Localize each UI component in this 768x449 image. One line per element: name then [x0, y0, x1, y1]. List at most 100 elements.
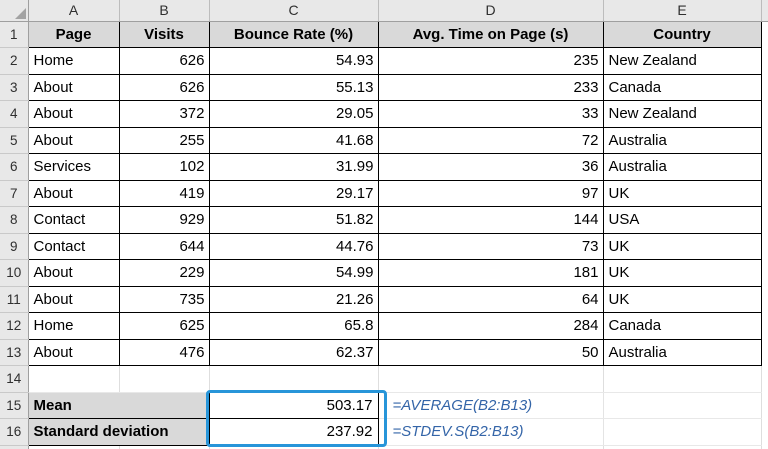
select-all-button[interactable]	[0, 0, 29, 22]
cell-a2[interactable]: Home	[27, 47, 120, 75]
cell-a14[interactable]	[28, 365, 120, 393]
cell-d10[interactable]: 181	[377, 259, 604, 287]
cell-b9[interactable]: 644	[118, 232, 210, 260]
cell-c5[interactable]: 41.68	[208, 126, 379, 154]
cell-d12[interactable]: 284	[377, 312, 604, 340]
cell-e14[interactable]	[603, 365, 762, 393]
cell-c8[interactable]: 51.82	[208, 206, 379, 234]
cell-a1[interactable]: Page	[27, 20, 120, 48]
cell-b11[interactable]: 735	[118, 285, 210, 313]
row-header-3[interactable]: 3	[0, 74, 29, 101]
cell-a10[interactable]: About	[27, 259, 120, 287]
column-header-a[interactable]: A	[28, 0, 120, 22]
cell-c6[interactable]: 31.99	[208, 153, 379, 181]
row-header-14[interactable]: 14	[0, 365, 29, 393]
cell-b2[interactable]: 626	[118, 47, 210, 75]
cell-a17[interactable]	[28, 445, 120, 449]
row-header-17[interactable]	[0, 445, 29, 449]
cell-d17[interactable]	[378, 445, 604, 449]
cell-e3[interactable]: Canada	[602, 73, 762, 101]
cell-stdev-label[interactable]: Standard deviation	[27, 418, 210, 446]
cell-d9[interactable]: 73	[377, 232, 604, 260]
row-header-6[interactable]: 6	[0, 153, 29, 181]
cell-d7[interactable]: 97	[377, 179, 604, 207]
cell-c14[interactable]	[209, 365, 379, 393]
cell-mean-value[interactable]: 503.17	[208, 391, 379, 419]
cell-a4[interactable]: About	[27, 100, 120, 128]
cell-mean-label[interactable]: Mean	[27, 391, 210, 419]
cell-e2[interactable]: New Zealand	[602, 47, 762, 75]
cell-b17[interactable]	[119, 445, 210, 449]
row-header-9[interactable]: 9	[0, 233, 29, 260]
cell-a5[interactable]: About	[27, 126, 120, 154]
cell-e8[interactable]: USA	[602, 206, 762, 234]
cell-d2[interactable]: 235	[377, 47, 604, 75]
cell-c9[interactable]: 44.76	[208, 232, 379, 260]
column-header-d[interactable]: D	[378, 0, 604, 22]
cell-b14[interactable]	[119, 365, 210, 393]
cell-e9[interactable]: UK	[602, 232, 762, 260]
cell-a13[interactable]: About	[27, 338, 120, 366]
row-header-13[interactable]: 13	[0, 339, 29, 366]
cell-c11[interactable]: 21.26	[208, 285, 379, 313]
cell-e1[interactable]: Country	[602, 20, 762, 48]
row-header-1[interactable]: 1	[0, 21, 29, 48]
cell-c1[interactable]: Bounce Rate (%)	[208, 20, 379, 48]
cell-b4[interactable]: 372	[118, 100, 210, 128]
row-header-2[interactable]: 2	[0, 47, 29, 75]
cell-e12[interactable]: Canada	[602, 312, 762, 340]
cell-a7[interactable]: About	[27, 179, 120, 207]
column-header-c[interactable]: C	[209, 0, 379, 22]
cell-e11[interactable]: UK	[602, 285, 762, 313]
cell-e13[interactable]: Australia	[602, 338, 762, 366]
cell-a11[interactable]: About	[27, 285, 120, 313]
cell-b1[interactable]: Visits	[118, 20, 210, 48]
cell-c4[interactable]: 29.05	[208, 100, 379, 128]
cell-d8[interactable]: 144	[377, 206, 604, 234]
row-header-4[interactable]: 4	[0, 100, 29, 128]
cell-b13[interactable]: 476	[118, 338, 210, 366]
cell-b8[interactable]: 929	[118, 206, 210, 234]
cell-stdev-value[interactable]: 237.92	[208, 418, 379, 446]
column-header-b[interactable]: B	[119, 0, 210, 22]
row-header-16[interactable]: 16	[0, 418, 29, 446]
cell-e15[interactable]	[603, 392, 762, 419]
cell-stdev-formula[interactable]: =STDEV.S(B2:B13)	[378, 418, 604, 446]
cell-d13[interactable]: 50	[377, 338, 604, 366]
cell-a9[interactable]: Contact	[27, 232, 120, 260]
row-header-11[interactable]: 11	[0, 286, 29, 313]
row-header-12[interactable]: 12	[0, 312, 29, 340]
cell-a6[interactable]: Services	[27, 153, 120, 181]
cell-b5[interactable]: 255	[118, 126, 210, 154]
cell-c17[interactable]	[209, 445, 379, 449]
cell-e10[interactable]: UK	[602, 259, 762, 287]
cell-b6[interactable]: 102	[118, 153, 210, 181]
row-header-5[interactable]: 5	[0, 127, 29, 154]
cell-d1[interactable]: Avg. Time on Page (s)	[377, 20, 604, 48]
cell-e16[interactable]	[603, 418, 762, 446]
cell-b3[interactable]: 626	[118, 73, 210, 101]
cell-d11[interactable]: 64	[377, 285, 604, 313]
cell-d3[interactable]: 233	[377, 73, 604, 101]
cell-a12[interactable]: Home	[27, 312, 120, 340]
column-header-partial[interactable]	[761, 0, 768, 22]
row-header-8[interactable]: 8	[0, 206, 29, 234]
cell-d4[interactable]: 33	[377, 100, 604, 128]
cell-mean-formula[interactable]: =AVERAGE(B2:B13)	[378, 392, 604, 419]
cell-c12[interactable]: 65.8	[208, 312, 379, 340]
cell-e7[interactable]: UK	[602, 179, 762, 207]
row-header-15[interactable]: 15	[0, 392, 29, 419]
cell-a8[interactable]: Contact	[27, 206, 120, 234]
cell-d6[interactable]: 36	[377, 153, 604, 181]
row-header-10[interactable]: 10	[0, 259, 29, 287]
cell-d14[interactable]	[378, 365, 604, 393]
cell-e4[interactable]: New Zealand	[602, 100, 762, 128]
cell-b12[interactable]: 625	[118, 312, 210, 340]
cell-b7[interactable]: 419	[118, 179, 210, 207]
cell-e17[interactable]	[603, 445, 762, 449]
row-header-7[interactable]: 7	[0, 180, 29, 207]
cell-e5[interactable]: Australia	[602, 126, 762, 154]
cell-e6[interactable]: Australia	[602, 153, 762, 181]
cell-b10[interactable]: 229	[118, 259, 210, 287]
cell-d5[interactable]: 72	[377, 126, 604, 154]
